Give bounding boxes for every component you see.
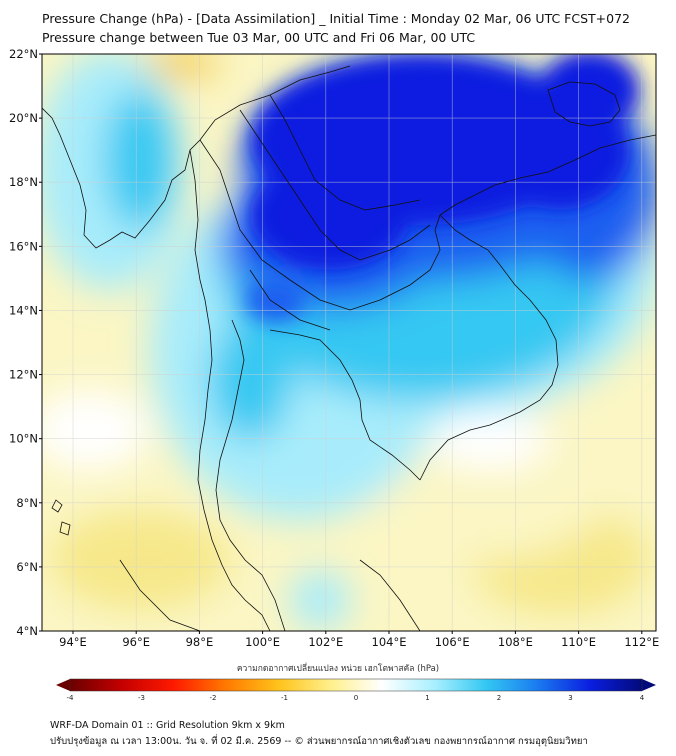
latitude-label: 20°N xyxy=(9,111,38,125)
map-frame xyxy=(41,53,657,632)
latitude-labels: 22°N 20°N 18°N 16°N 14°N 12°N 10°N 8°N 6°N 4°N xyxy=(9,47,38,638)
colorbar-tick-label: 2 xyxy=(497,694,501,702)
map-title: Pressure Change (hPa) - [Data Assimilati… xyxy=(42,11,630,26)
footer-credit: ปรับปรุงข้อมูล ณ เวลา 13:00น. วัน จ. ที่… xyxy=(50,736,588,747)
longitude-label: 106°E xyxy=(435,635,470,649)
longitude-label: 108°E xyxy=(498,635,533,649)
map-subtitle: Pressure change between Tue 03 Mar, 00 U… xyxy=(42,30,476,45)
colorbar-tick-label: 3 xyxy=(568,694,572,702)
latitude-label: 6°N xyxy=(16,560,38,574)
longitude-label: 102°E xyxy=(308,635,343,649)
longitude-label: 98°E xyxy=(186,635,214,649)
colorbar-title: ความกดอากาศเปลี่ยนแปลง หน่วย เฮกโตพาสคัล… xyxy=(236,664,440,674)
coastlines-and-borders xyxy=(42,65,656,631)
latitude-label: 22°N xyxy=(9,47,38,61)
colorbar-tick-label: 1 xyxy=(425,694,429,702)
colorbar-tick-label: 4 xyxy=(640,694,645,702)
longitude-label: 94°E xyxy=(59,635,87,649)
colorbar-tick-label: -2 xyxy=(210,694,217,702)
pressure-field xyxy=(42,54,656,631)
colorbar: -4 -3 -2 -1 0 1 2 3 4 xyxy=(56,678,656,702)
latitude-label: 18°N xyxy=(9,175,38,189)
longitude-label: 100°E xyxy=(245,635,280,649)
axis-ticks xyxy=(39,53,643,634)
colorbar-tick-label: 0 xyxy=(354,694,358,702)
latitude-label: 10°N xyxy=(9,432,38,446)
longitude-label: 104°E xyxy=(372,635,407,649)
latitude-label: 12°N xyxy=(9,368,38,382)
longitude-label: 112°E xyxy=(624,635,659,649)
colorbar-tick-label: -4 xyxy=(67,694,75,702)
graticule xyxy=(42,54,656,631)
colorbar-tick-label: -3 xyxy=(138,694,145,702)
latitude-label: 4°N xyxy=(16,624,38,638)
latitude-label: 16°N xyxy=(9,239,38,253)
longitude-labels: 94°E 96°E 98°E 100°E 102°E 104°E 106°E 108°E 110… xyxy=(59,635,659,649)
longitude-label: 96°E xyxy=(122,635,150,649)
colorbar-ticks: -4 -3 -2 -1 0 1 2 3 4 xyxy=(67,694,645,702)
latitude-label: 14°N xyxy=(9,303,38,317)
footer-model-info: WRF-DA Domain 01 :: Grid Resolution 9km … xyxy=(50,720,285,731)
latitude-label: 8°N xyxy=(16,496,38,510)
longitude-label: 110°E xyxy=(561,635,596,649)
colorbar-tick-label: -1 xyxy=(281,694,288,702)
